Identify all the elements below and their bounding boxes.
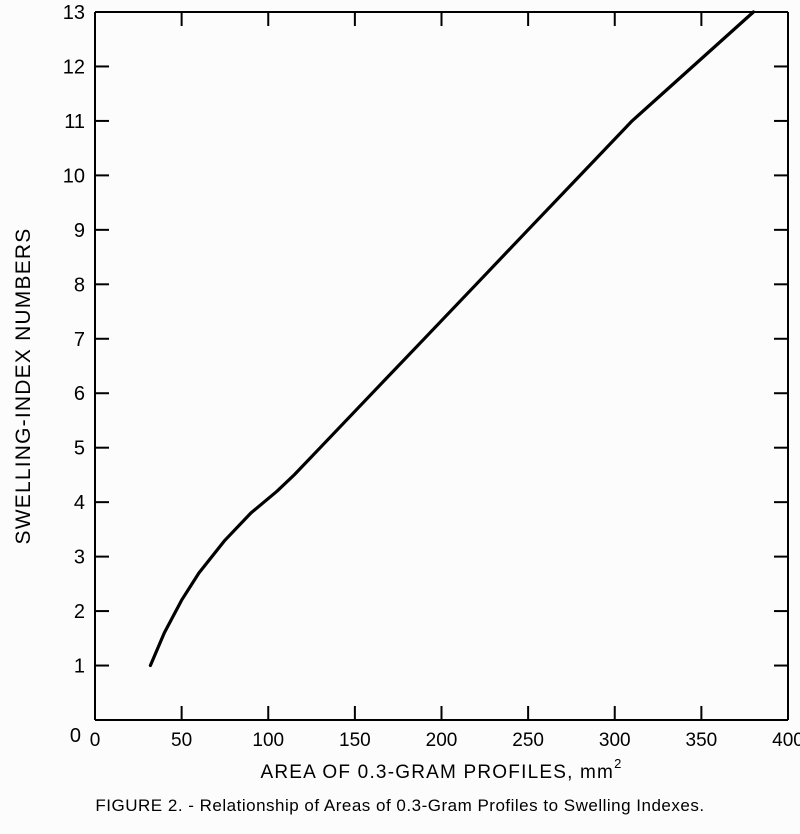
chart-svg: 0501001502002503003504001234567891011121… (0, 0, 800, 834)
svg-text:8: 8 (74, 274, 85, 296)
svg-text:4: 4 (74, 492, 85, 514)
svg-text:1: 1 (74, 656, 85, 678)
svg-text:7: 7 (74, 329, 85, 351)
svg-text:10: 10 (63, 165, 85, 187)
svg-text:100: 100 (252, 730, 284, 751)
svg-text:11: 11 (64, 111, 85, 133)
svg-text:400: 400 (772, 730, 800, 751)
svg-text:12: 12 (63, 56, 85, 78)
svg-text:13: 13 (63, 2, 85, 24)
figure-caption: FIGURE 2. - Relationship of Areas of 0.3… (0, 796, 800, 816)
svg-text:300: 300 (599, 730, 631, 751)
svg-text:50: 50 (171, 730, 192, 751)
svg-text:AREA OF 0.3-GRAM PROFILES, mm2: AREA OF 0.3-GRAM PROFILES, mm2 (260, 756, 622, 783)
svg-text:0: 0 (70, 725, 81, 747)
svg-text:6: 6 (74, 383, 85, 405)
svg-text:5: 5 (74, 438, 85, 460)
svg-text:3: 3 (74, 547, 85, 569)
svg-text:9: 9 (74, 220, 85, 242)
svg-text:2: 2 (74, 601, 85, 623)
svg-text:350: 350 (686, 730, 718, 751)
svg-text:0: 0 (90, 730, 101, 751)
svg-text:150: 150 (339, 730, 371, 751)
chart-container: 0501001502002503003504001234567891011121… (0, 0, 800, 834)
svg-text:200: 200 (426, 730, 458, 751)
svg-text:SWELLING-INDEX NUMBERS: SWELLING-INDEX NUMBERS (12, 228, 35, 545)
svg-text:250: 250 (512, 730, 544, 751)
